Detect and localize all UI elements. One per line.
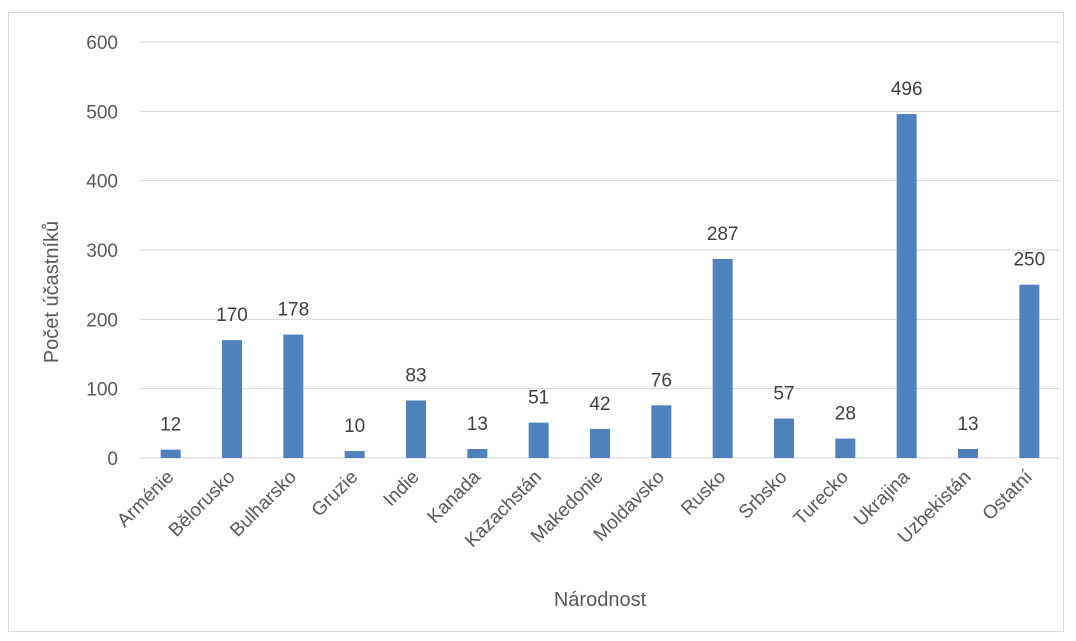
data-label: 287 xyxy=(707,224,739,245)
data-label: 51 xyxy=(528,388,549,409)
x-tick-label: Rusko xyxy=(677,467,730,520)
bar xyxy=(406,400,426,458)
data-label: 57 xyxy=(773,383,794,404)
x-tick-label: Bulharsko xyxy=(226,467,301,542)
bar xyxy=(283,334,304,458)
bar xyxy=(651,405,672,458)
bar xyxy=(467,448,488,458)
bar xyxy=(774,418,794,458)
y-axis-title: Počet účastníků xyxy=(41,221,63,363)
data-label: 76 xyxy=(651,370,672,391)
y-axis-ticks: 0 100 200 300 400 500 600 xyxy=(86,33,118,470)
data-label: 42 xyxy=(589,394,610,415)
bar xyxy=(835,438,856,458)
x-axis-title: Národnost xyxy=(554,589,647,611)
y-tick-label: 0 xyxy=(107,449,118,470)
data-label: 83 xyxy=(405,365,426,386)
y-tick-label: 500 xyxy=(86,102,118,123)
x-tick-label: Srbsko xyxy=(735,467,792,524)
data-label: 170 xyxy=(216,305,248,326)
y-tick-label: 200 xyxy=(86,310,118,331)
chart-frame xyxy=(8,12,1064,632)
x-tick-label: Gruzie xyxy=(308,467,362,521)
y-tick-label: 400 xyxy=(86,172,118,193)
bar xyxy=(896,114,917,459)
bar xyxy=(222,340,242,458)
bar xyxy=(958,448,978,458)
data-label: 10 xyxy=(344,416,365,437)
data-label: 13 xyxy=(957,414,978,435)
x-tick-label: Turecko xyxy=(790,467,853,530)
data-label: 178 xyxy=(277,300,309,321)
bar xyxy=(590,428,610,458)
x-tick-label: Indie xyxy=(380,467,424,511)
bar xyxy=(712,259,733,458)
data-label: 250 xyxy=(1013,250,1045,271)
bar xyxy=(1019,284,1040,458)
x-tick-label: Kanada xyxy=(424,466,485,527)
bars xyxy=(160,114,1040,459)
y-tick-label: 600 xyxy=(86,33,118,54)
data-label: 496 xyxy=(891,79,923,100)
data-label: 12 xyxy=(160,415,181,436)
x-tick-label: Ostatní xyxy=(979,466,1038,525)
bar xyxy=(528,422,549,458)
bar xyxy=(344,451,365,458)
x-tick-label: Bělorusko xyxy=(165,467,240,542)
bar xyxy=(160,449,181,458)
data-label: 28 xyxy=(835,404,856,425)
data-labels: 12 170 178 10 83 13 51 42 76 287 57 28 496 13 250 xyxy=(160,79,1045,437)
y-tick-label: 100 xyxy=(86,380,118,401)
y-tick-label: 300 xyxy=(86,241,118,262)
data-label: 13 xyxy=(467,414,488,435)
